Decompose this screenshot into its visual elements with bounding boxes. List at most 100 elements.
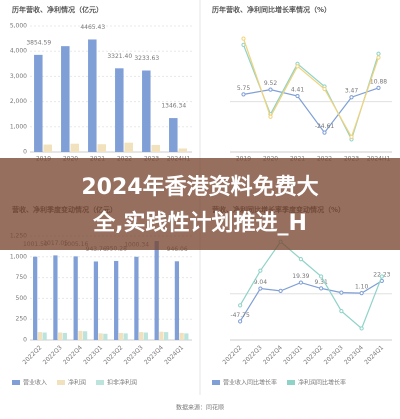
bar	[143, 332, 148, 340]
point	[339, 309, 344, 314]
point	[376, 85, 381, 90]
bar	[42, 332, 47, 340]
point	[241, 42, 246, 48]
point	[322, 130, 327, 135]
bar	[159, 331, 164, 340]
data-label: 4465.43	[80, 24, 105, 31]
bar	[33, 256, 38, 340]
source: 数据来源：同花顺	[176, 404, 224, 412]
data-label: 3233.63	[134, 55, 159, 62]
data-label: -47.75	[230, 312, 250, 319]
bar	[103, 333, 108, 340]
bar	[115, 68, 124, 152]
data-label: -24.61	[315, 123, 335, 130]
bar	[124, 142, 134, 152]
bar	[169, 118, 178, 152]
line	[243, 87, 379, 134]
point	[319, 274, 324, 279]
point	[379, 274, 384, 279]
banner-band	[0, 158, 400, 250]
legend-swatch	[212, 380, 220, 385]
line	[242, 38, 380, 139]
bar	[34, 54, 43, 152]
point	[258, 286, 263, 291]
point	[278, 288, 283, 293]
bar	[134, 256, 139, 340]
bar	[93, 261, 99, 340]
data-label: 19.39	[292, 273, 309, 280]
line	[239, 240, 383, 330]
point	[359, 326, 364, 331]
chart-title: 历年营收、净利情况（亿元）	[12, 5, 103, 14]
data-label: 9.31	[314, 279, 328, 286]
bar	[178, 148, 188, 152]
point	[295, 93, 300, 99]
y-tick-label: 3,000	[10, 73, 27, 80]
point	[241, 36, 246, 41]
legend-label: 营业收入同比增长率	[223, 379, 277, 387]
point	[339, 290, 344, 295]
data-label: 1346.34	[161, 103, 186, 110]
legend-label: 净利润	[68, 379, 86, 387]
bar	[118, 332, 124, 340]
banner-line: 全,实践性计划推进_H	[92, 210, 307, 236]
data-label: 3.47	[345, 88, 359, 95]
y-tick-label: 250	[16, 316, 28, 323]
banner-line: 2024年香港资料免费大	[81, 174, 318, 200]
legend-swatch	[96, 380, 104, 385]
bar	[58, 332, 63, 340]
bar	[139, 332, 144, 340]
data-label: 3854.59	[26, 39, 51, 46]
bar	[62, 332, 67, 340]
bar	[151, 144, 161, 152]
y-tick-label: 4,000	[10, 48, 27, 55]
point	[376, 51, 381, 56]
point	[268, 87, 273, 92]
legend-swatch	[57, 380, 65, 385]
point	[322, 86, 327, 92]
bar	[53, 255, 58, 340]
point	[268, 114, 273, 119]
bar	[73, 256, 78, 340]
bar	[97, 144, 107, 152]
legend-swatch	[12, 380, 20, 385]
point	[238, 319, 243, 324]
data-label: 4.41	[291, 87, 305, 94]
y-tick-label: 2,000	[10, 98, 27, 105]
point	[376, 55, 381, 60]
legend-swatch	[287, 380, 295, 385]
bar	[179, 332, 184, 340]
y-tick-label: 500	[16, 295, 28, 302]
bar	[98, 333, 103, 340]
point	[241, 92, 246, 97]
bar	[61, 46, 70, 152]
chart-title: 历年营收、净利同比增长率情况（%）	[212, 5, 331, 14]
bar	[43, 144, 53, 152]
bar	[174, 261, 180, 340]
bar	[37, 332, 43, 340]
bar	[123, 333, 128, 340]
data-label: 3321.40	[107, 53, 132, 60]
y-tick-label: 1,000	[10, 253, 27, 260]
line	[239, 280, 383, 322]
bar	[78, 330, 83, 340]
data-label: 5.75	[237, 85, 251, 92]
y-tick-label: 0	[23, 149, 27, 156]
bar	[154, 240, 159, 340]
point	[258, 268, 263, 273]
legend-label: 扣非净利润	[107, 379, 137, 387]
point	[359, 291, 364, 296]
data-label: 10.88	[370, 78, 387, 85]
point	[349, 95, 354, 100]
point	[349, 134, 354, 139]
legend-label: 营业收入	[23, 379, 47, 387]
data-label: 9.52	[264, 80, 278, 87]
bar	[88, 39, 97, 153]
data-label: 1.10	[355, 284, 369, 291]
point	[298, 257, 303, 262]
bar	[70, 143, 80, 152]
bar	[184, 333, 189, 340]
bar	[82, 331, 88, 340]
data-label: 9.04	[254, 279, 268, 286]
